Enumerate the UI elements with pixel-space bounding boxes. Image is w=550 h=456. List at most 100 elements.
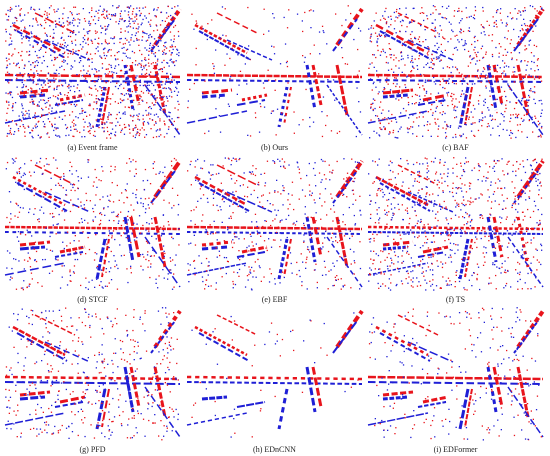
event-dot <box>165 52 167 55</box>
event-dot <box>536 259 538 261</box>
event-dot <box>120 83 122 85</box>
event-dot <box>231 339 233 341</box>
event-dot <box>123 87 125 89</box>
event-streak <box>464 388 473 428</box>
event-dot <box>69 11 71 13</box>
event-dot <box>324 188 327 190</box>
event-streak <box>12 23 66 55</box>
event-dot <box>163 225 165 227</box>
event-dot <box>107 73 109 75</box>
event-dot <box>108 49 110 51</box>
event-dot <box>127 93 130 95</box>
event-dot <box>84 76 86 78</box>
event-dot <box>427 111 429 113</box>
event-dot <box>106 26 109 28</box>
event-dot <box>451 100 453 102</box>
event-dot <box>152 44 154 46</box>
event-dot <box>31 135 33 138</box>
event-dot <box>262 194 264 196</box>
event-dot <box>15 181 17 183</box>
event-dot <box>60 24 62 26</box>
event-dot <box>268 281 271 283</box>
event-dot <box>147 242 149 244</box>
event-dot <box>421 12 423 14</box>
event-dot <box>541 158 543 160</box>
event-dot <box>153 104 155 106</box>
event-dot <box>515 174 517 177</box>
event-dot <box>119 76 121 78</box>
event-dot <box>175 377 177 379</box>
event-dot <box>387 243 389 245</box>
event-streak <box>198 182 250 212</box>
event-dot <box>70 129 72 131</box>
event-dot <box>94 23 97 25</box>
event-dot <box>496 87 498 89</box>
event-dot <box>160 97 162 99</box>
event-dot <box>503 287 505 289</box>
event-dot <box>41 62 43 64</box>
event-dot <box>36 93 38 95</box>
event-dot <box>374 268 376 270</box>
event-dot <box>320 218 322 220</box>
event-dot <box>270 322 273 324</box>
event-dot <box>487 123 489 125</box>
event-dot <box>304 206 306 208</box>
event-dot <box>326 43 328 45</box>
event-dot <box>330 237 333 239</box>
event-dot <box>170 73 172 75</box>
event-dot <box>68 437 70 439</box>
event-dot <box>19 125 21 128</box>
event-dot <box>103 54 106 57</box>
event-dot <box>531 168 533 171</box>
event-dot <box>106 15 108 18</box>
event-dot <box>296 273 298 276</box>
event-dot <box>49 121 51 123</box>
event-dot <box>104 57 106 60</box>
event-dot <box>538 189 540 191</box>
event-dot <box>482 56 485 58</box>
event-dot <box>17 204 19 207</box>
event-dot <box>247 279 249 281</box>
event-dot <box>373 181 375 183</box>
event-dot <box>390 54 393 56</box>
event-dot <box>52 433 54 435</box>
event-dot <box>120 76 122 78</box>
event-dot <box>134 16 136 18</box>
event-dot <box>287 208 289 210</box>
event-dot <box>503 200 505 202</box>
event-dot <box>212 204 214 206</box>
event-dot <box>437 219 439 222</box>
event-dot <box>233 233 235 235</box>
event-dot <box>163 187 165 189</box>
event-dot <box>228 105 230 107</box>
event-dot <box>34 259 36 261</box>
event-dot <box>406 252 408 254</box>
event-dot <box>445 418 447 420</box>
event-dot <box>126 6 128 8</box>
event-dot <box>108 80 110 82</box>
event-dot <box>390 257 392 259</box>
event-dot <box>378 222 380 224</box>
event-dot <box>289 203 291 205</box>
event-streak <box>44 341 91 363</box>
event-dot <box>505 65 508 67</box>
event-dot <box>33 76 35 78</box>
event-dot <box>28 113 30 115</box>
event-streak <box>123 366 135 413</box>
event-dot <box>335 240 337 242</box>
event-dot <box>465 211 467 214</box>
event-dot <box>284 115 286 117</box>
event-dot <box>205 279 207 281</box>
event-dot <box>114 134 116 136</box>
event-dot <box>393 11 395 14</box>
event-dot <box>163 435 165 437</box>
event-dot <box>419 112 421 114</box>
event-streak <box>59 245 86 254</box>
event-dot <box>484 261 486 263</box>
event-dot <box>277 226 279 228</box>
event-dot <box>107 118 109 120</box>
event-dot <box>465 7 467 9</box>
event-dot <box>199 188 201 190</box>
event-dot <box>358 27 360 29</box>
